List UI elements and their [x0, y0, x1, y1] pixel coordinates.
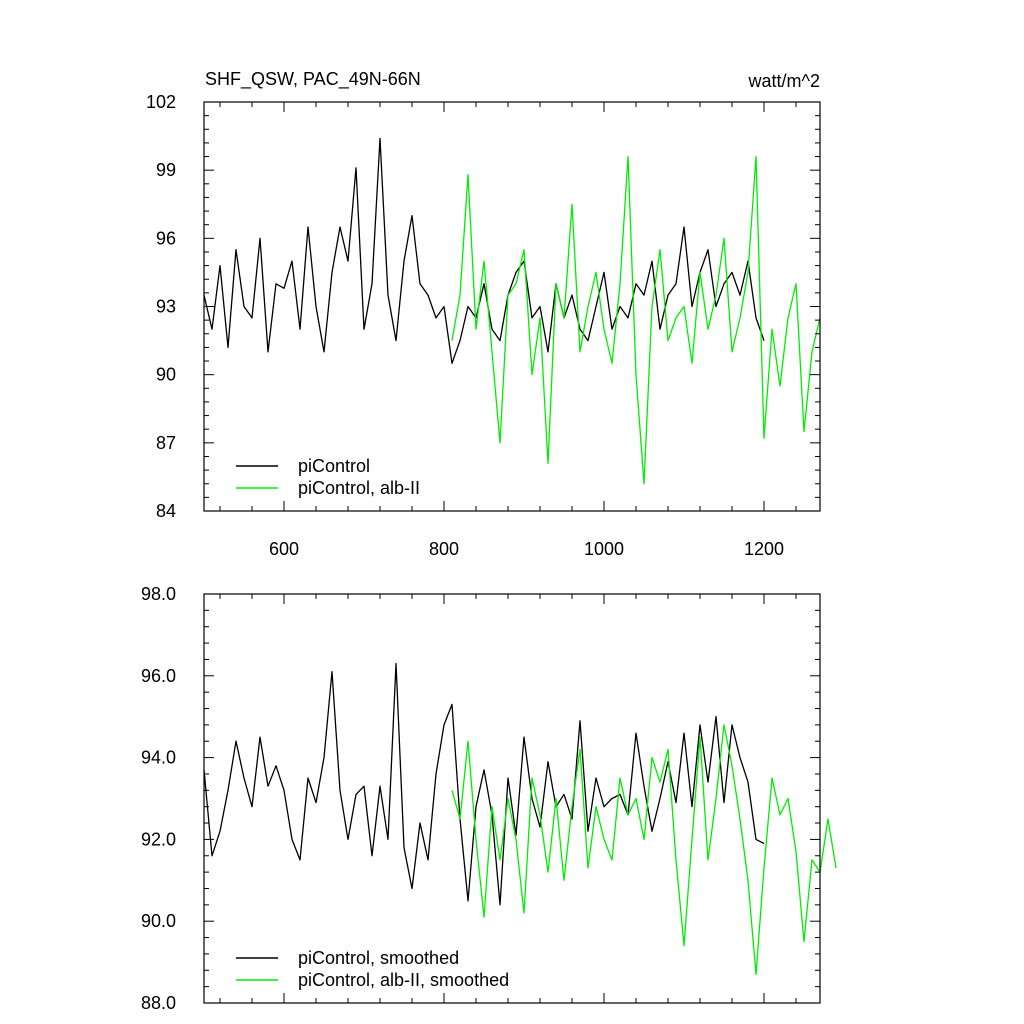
y-tick-label: 98.0	[141, 584, 176, 604]
x-tick-label: 800	[429, 539, 459, 559]
top-plot: SHF_QSW, PAC_49N-66N watt/m^2 84 87 90 93 96…	[146, 69, 821, 559]
series-line-1	[451, 155, 821, 485]
legend-label: piControl, alb-II, smoothed	[298, 970, 509, 990]
legend-label: piControl	[298, 456, 370, 476]
top-plot-frame	[203, 101, 821, 512]
x-tick-label: 600	[269, 539, 299, 559]
y-tick-label: 90.0	[141, 911, 176, 931]
top-axes: 84 87 90 93 96 99 102 600 800 1000 1200	[146, 92, 820, 559]
y-tick-label: 93	[156, 297, 176, 317]
y-tick-label: 94.0	[141, 748, 176, 768]
legend-label: piControl, alb-II	[298, 478, 420, 498]
x-tick-label: 1000	[584, 539, 624, 559]
chart-title: SHF_QSW, PAC_49N-66N	[205, 69, 421, 90]
bottom-axes: 88.0 90.0 92.0 94.0 96.0 98.0	[141, 584, 820, 1013]
y-tick-label: 88.0	[141, 993, 176, 1013]
y-tick-label: 92.0	[141, 829, 176, 849]
y-tick-label: 90	[156, 365, 176, 385]
bottom-series-lines	[203, 662, 837, 976]
series-line-1	[451, 724, 837, 976]
bottom-plot-frame	[203, 593, 821, 1004]
y-tick-label: 84	[156, 501, 176, 521]
units-label: watt/m^2	[748, 71, 820, 91]
legend-label: piControl, smoothed	[298, 948, 459, 968]
x-tick-label: 1200	[744, 539, 784, 559]
y-tick-label: 102	[146, 92, 176, 112]
y-tick-label: 96	[156, 228, 176, 248]
series-line-0	[203, 137, 765, 364]
y-tick-label: 99	[156, 160, 176, 180]
series-line-0	[203, 662, 765, 906]
y-tick-label: 96.0	[141, 666, 176, 686]
top-series-lines	[203, 137, 821, 485]
bottom-plot: 88.0 90.0 92.0 94.0 96.0 98.0 piControl, smoo…	[141, 584, 837, 1013]
y-tick-label: 87	[156, 433, 176, 453]
